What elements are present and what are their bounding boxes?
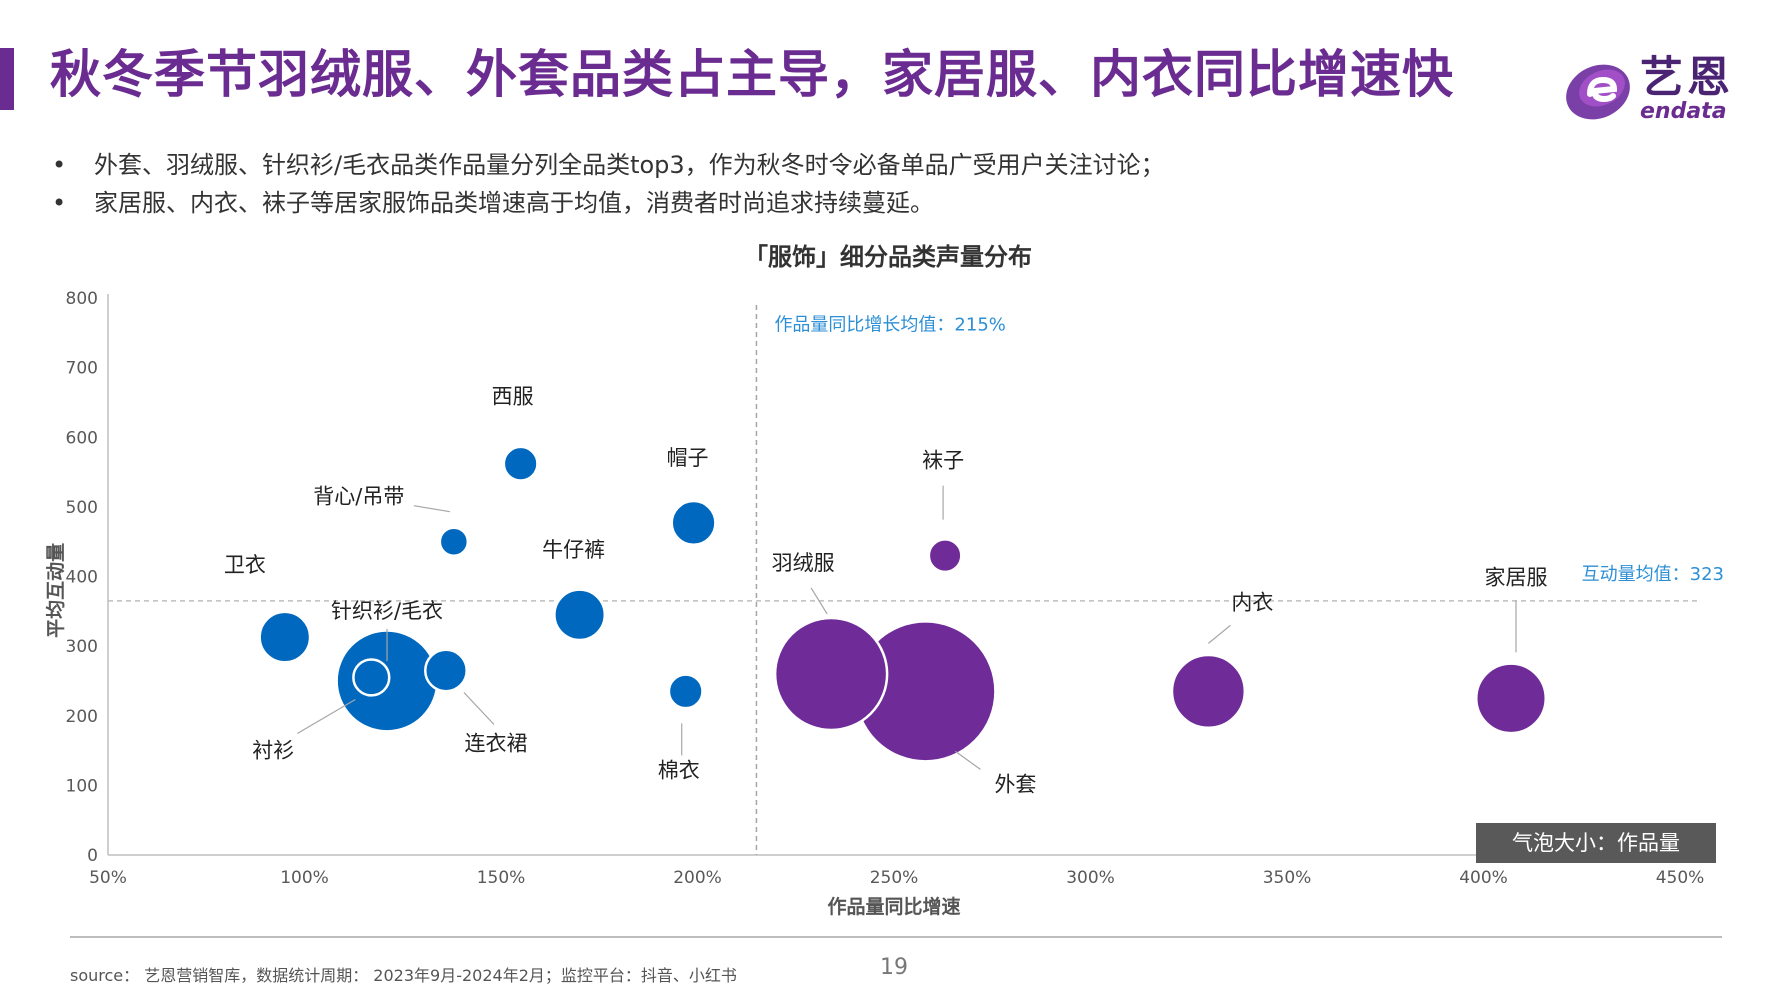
leader-line xyxy=(1208,624,1231,644)
title-accent-bar xyxy=(0,48,14,110)
x-tick-label: 150% xyxy=(477,868,526,888)
leader-line xyxy=(463,692,495,725)
x-tick-label: 250% xyxy=(870,868,919,888)
leader-line xyxy=(955,750,981,770)
bubble-帽子 xyxy=(670,499,717,546)
x-axis-title: 作品量同比增速 xyxy=(827,895,960,918)
x-tick-label: 450% xyxy=(1656,868,1705,888)
leader-line xyxy=(413,505,450,513)
x-mean-label: 作品量同比增长均值：215% xyxy=(774,314,1005,335)
bubble-label: 棉衣 xyxy=(658,758,700,782)
y-tick-label: 600 xyxy=(66,428,98,448)
size-note-text: 气泡大小：作品量 xyxy=(1512,831,1680,855)
bullet-item: • 家居服、内衣、袜子等居家服饰品类增速高于均值，消费者时尚追求持续蔓延。 xyxy=(52,184,1165,222)
y-tick-label: 400 xyxy=(66,568,98,588)
page-title: 秋冬季节羽绒服、外套品类占主导，家居服、内衣同比增速快 xyxy=(50,46,1455,105)
y-tick-label: 300 xyxy=(66,637,98,657)
y-tick-label: 800 xyxy=(66,289,98,309)
bubble-西服 xyxy=(502,445,539,482)
bubble-label: 背心/吊带 xyxy=(313,485,404,509)
y-tick-label: 100 xyxy=(66,776,98,796)
bubble-label: 家居服 xyxy=(1485,565,1548,589)
bubble-背心/吊带 xyxy=(438,526,470,557)
y-tick-label: 200 xyxy=(66,707,98,727)
x-tick-label: 200% xyxy=(673,868,722,888)
bubble-衬衫 xyxy=(352,658,391,697)
x-tick-label: 50% xyxy=(89,868,127,888)
x-tick-label: 300% xyxy=(1066,868,1115,888)
leader-line xyxy=(297,698,356,734)
bubble-label: 内衣 xyxy=(1231,590,1273,614)
bullet-list: • 外套、羽绒服、针织衫/毛衣品类作品量分列全品类top3，作为秋冬时令必备单品… xyxy=(52,146,1165,222)
bubble-袜子 xyxy=(927,538,963,574)
bubble-label: 帽子 xyxy=(667,446,709,470)
bubble-内衣 xyxy=(1170,653,1247,730)
bullet-item: • 外套、羽绒服、针织衫/毛衣品类作品量分列全品类top3，作为秋冬时令必备单品… xyxy=(52,146,1165,184)
bullet-dot: • xyxy=(52,189,67,217)
footer-divider xyxy=(70,936,1722,938)
y-tick-label: 0 xyxy=(87,846,98,866)
bubble-牛仔裤 xyxy=(553,588,607,642)
x-tick-label: 100% xyxy=(280,868,329,888)
chart-title: 「服饰」细分品类声量分布 xyxy=(744,243,1032,271)
bullet-text: 外套、羽绒服、针织衫/毛衣品类作品量分列全品类top3，作为秋冬时令必备单品广受… xyxy=(94,151,1165,179)
source-note: source： 艺恩营销智库，数据统计周期： 2023年9月-2024年2月；监… xyxy=(70,966,737,985)
bubble-label: 西服 xyxy=(492,385,534,409)
bullet-dot: • xyxy=(52,151,67,179)
size-note-box xyxy=(1476,823,1716,863)
bubble-label: 衬衫 xyxy=(252,738,294,762)
y-axis-title: 平均互动量 xyxy=(44,543,67,638)
bubble-连衣裙 xyxy=(424,648,468,693)
y-tick-label: 500 xyxy=(66,498,98,518)
bubble-羽绒服 xyxy=(773,616,889,732)
x-tick-label: 400% xyxy=(1459,868,1508,888)
leader-line xyxy=(810,587,828,615)
endata-logo-icon xyxy=(1566,64,1630,120)
y-mean-label: 互动量均值：323 xyxy=(1582,564,1724,585)
x-tick-label: 350% xyxy=(1263,868,1312,888)
bullet-text: 家居服、内衣、袜子等居家服饰品类增速高于均值，消费者时尚追求持续蔓延。 xyxy=(94,189,934,217)
bubble-label: 连衣裙 xyxy=(464,731,527,755)
bubble-label: 卫衣 xyxy=(224,553,266,577)
bubble-chart: 「服饰」细分品类声量分布 0 100 200 300 400 500 600 700 800 50%… xyxy=(44,243,1724,918)
bubble-卫衣 xyxy=(258,610,312,664)
logo-chinese-text: 艺恩 xyxy=(1640,53,1734,103)
bubble-label: 外套 xyxy=(994,772,1036,796)
bubble-家居服 xyxy=(1475,662,1547,735)
y-tick-label: 700 xyxy=(66,359,98,379)
bubble-label: 牛仔裤 xyxy=(542,538,605,562)
endata-logo: 艺恩 endata xyxy=(1560,52,1760,126)
logo-english-text: endata xyxy=(1640,99,1727,124)
bubble-label: 羽绒服 xyxy=(772,551,835,575)
bubble-label: 针织衫/毛衣 xyxy=(331,599,443,623)
bubble-棉衣 xyxy=(667,673,704,710)
bubble-label: 袜子 xyxy=(922,449,964,473)
page-number: 19 xyxy=(880,955,908,980)
